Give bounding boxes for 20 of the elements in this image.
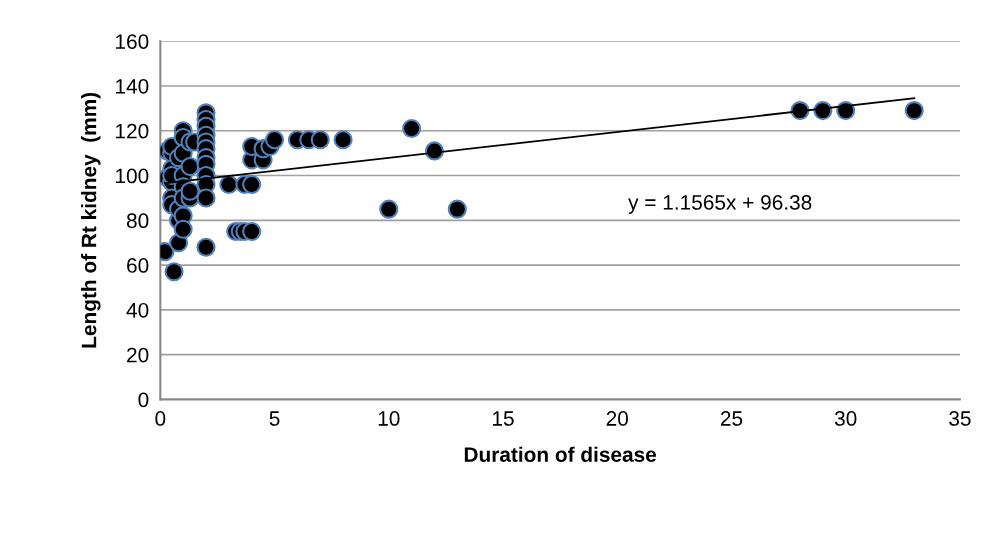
annotation: y = 1.1565x + 96.38: [628, 195, 812, 214]
y-tick-label: 80: [126, 213, 149, 229]
x-tick-label: 10: [378, 411, 400, 426]
y-tick-label: 40: [126, 302, 149, 318]
x-tick-label: 0: [155, 411, 166, 426]
y-tick-label: 100: [116, 168, 149, 184]
x-tick-label: 20: [606, 411, 628, 426]
y-tick-label: 20: [127, 347, 149, 363]
x-axis-title: Duration of disease: [464, 446, 657, 462]
y-axis-title: Length of Rt kidney (mm): [81, 92, 101, 348]
x-tick-label: 5: [269, 411, 280, 426]
x-tick-label: 25: [720, 411, 743, 426]
y-tick-label: 0: [138, 392, 149, 408]
y-tick-label: 120: [116, 123, 149, 139]
x-tick-label: 35: [949, 411, 971, 426]
y-tick-label: 140: [116, 78, 149, 94]
y-tick-label: 160: [116, 34, 149, 49]
y-tick-label: 60: [127, 258, 149, 273]
x-tick-label: 30: [834, 411, 857, 426]
x-tick-label: 15: [493, 411, 514, 426]
